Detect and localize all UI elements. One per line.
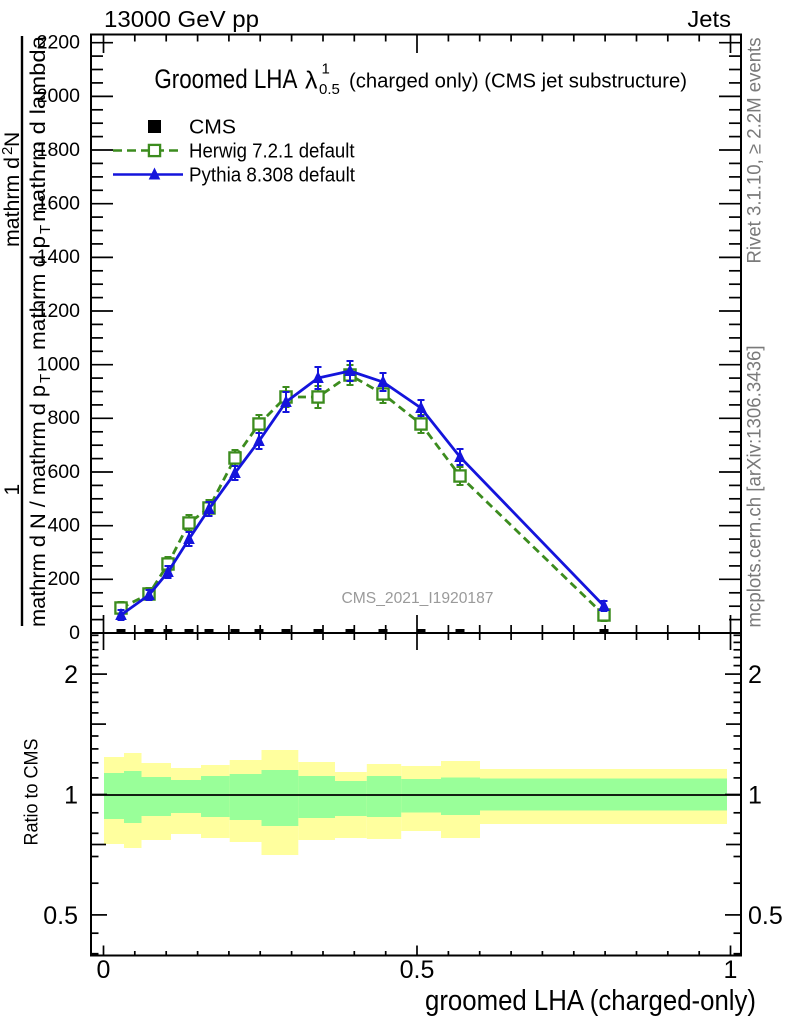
- svg-text:1: 1: [64, 782, 78, 810]
- svg-text:1: 1: [1, 484, 24, 496]
- svg-text:0.5: 0.5: [748, 902, 783, 930]
- svg-text:Groomed LHA: Groomed LHA: [154, 64, 297, 94]
- svg-text:T: T: [37, 374, 54, 383]
- svg-text:groomed LHA (charged-only): groomed LHA (charged-only): [425, 985, 756, 1017]
- svg-text:1: 1: [748, 782, 762, 810]
- svg-text:0.5: 0.5: [43, 902, 78, 930]
- svg-text:2200: 2200: [37, 32, 81, 54]
- svg-text:1200: 1200: [37, 300, 81, 322]
- svg-text:0: 0: [97, 956, 111, 984]
- svg-text:2: 2: [64, 661, 78, 689]
- svg-text:N: N: [1, 132, 24, 147]
- svg-text:CMS: CMS: [189, 117, 236, 139]
- svg-text:Ratio to CMS: Ratio to CMS: [22, 739, 43, 846]
- svg-text:λ: λ: [305, 67, 318, 95]
- svg-text:mathrm d p: mathrm d p: [27, 236, 50, 350]
- svg-text:0: 0: [69, 622, 80, 644]
- svg-text:1400: 1400: [37, 246, 81, 268]
- svg-text:mathrm d: mathrm d: [1, 157, 24, 247]
- svg-text:200: 200: [47, 568, 80, 590]
- svg-text:13000 GeV pp: 13000 GeV pp: [104, 6, 259, 32]
- svg-text:1: 1: [322, 61, 330, 78]
- svg-text:mathrm d lambda: mathrm d lambda: [27, 36, 50, 222]
- svg-text:2: 2: [0, 147, 16, 155]
- svg-text:0.5: 0.5: [319, 81, 340, 98]
- svg-text:1000: 1000: [37, 354, 81, 376]
- svg-text:mathrm d N / mathrm d p: mathrm d N / mathrm d p: [27, 385, 50, 627]
- svg-text:Rivet 3.1.10, ≥ 2.2M events: Rivet 3.1.10, ≥ 2.2M events: [745, 38, 766, 264]
- svg-text:mcplots.cern.ch [arXiv:1306.34: mcplots.cern.ch [arXiv:1306.3436]: [745, 346, 766, 628]
- svg-text:Jets: Jets: [687, 6, 731, 32]
- svg-text:1600: 1600: [37, 193, 81, 215]
- svg-text:0.5: 0.5: [400, 956, 435, 984]
- svg-text:400: 400: [47, 515, 80, 537]
- svg-text:Herwig 7.2.1 default: Herwig 7.2.1 default: [189, 141, 355, 163]
- svg-text:CMS_2021_I1920187: CMS_2021_I1920187: [342, 590, 494, 607]
- svg-text:T: T: [37, 225, 54, 234]
- svg-text:(charged only) (CMS jet substr: (charged only) (CMS jet substructure): [349, 71, 687, 93]
- svg-text:1: 1: [724, 956, 738, 984]
- svg-text:600: 600: [47, 461, 80, 483]
- svg-text:1800: 1800: [37, 139, 81, 161]
- svg-text:800: 800: [47, 407, 80, 429]
- svg-text:Pythia 8.308 default: Pythia 8.308 default: [189, 165, 355, 187]
- svg-text:2000: 2000: [37, 85, 81, 107]
- svg-text:2: 2: [748, 661, 762, 689]
